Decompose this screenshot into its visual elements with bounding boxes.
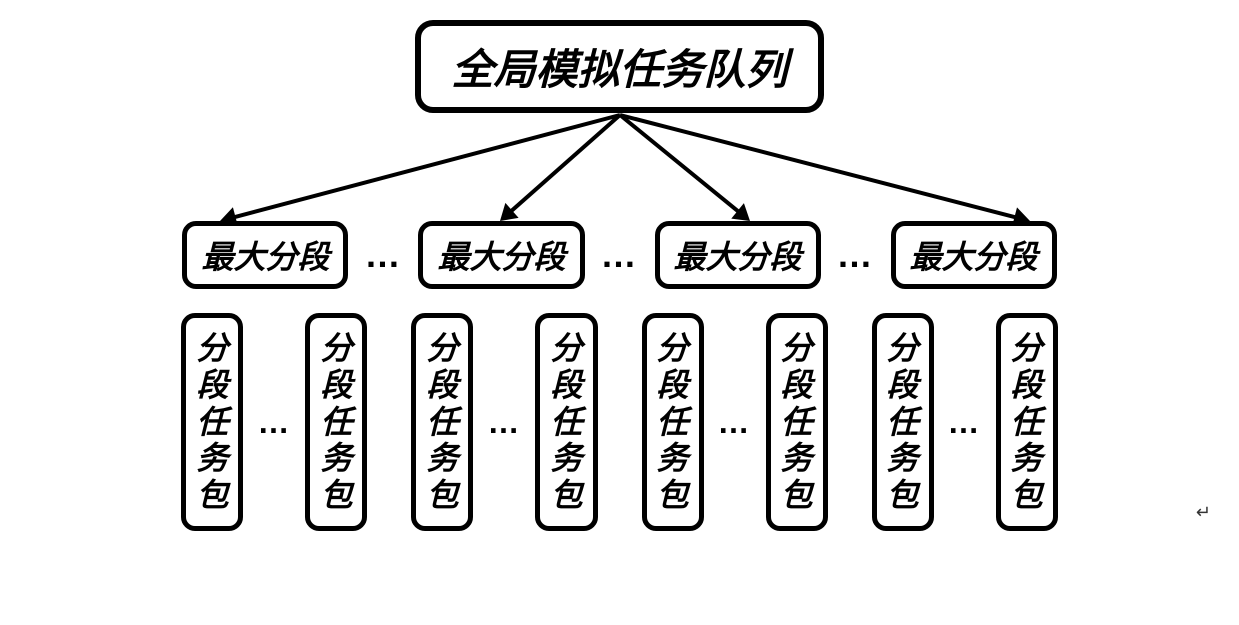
- mid-row: 最大分段…最大分段…最大分段…最大分段: [182, 221, 1056, 289]
- ellipsis: …: [473, 406, 535, 438]
- tree-diagram: 全局模拟任务队列 最大分段…最大分段…最大分段…最大分段 分段任务包…分段任务包…: [20, 20, 1219, 531]
- ellipsis: …: [821, 237, 891, 273]
- ellipsis: …: [348, 237, 418, 273]
- leaf-row: 分段任务包…分段任务包分段任务包…分段任务包分段任务包…分段任务包分段任务包…分…: [181, 313, 1057, 531]
- mid-group: 最大分段: [418, 221, 584, 289]
- leaf-node: 分段任务包: [181, 313, 243, 531]
- ellipsis: …: [243, 406, 305, 438]
- root-label: 全局模拟任务队列: [451, 46, 787, 93]
- mid-node: 最大分段: [655, 221, 821, 289]
- leaf-group: 分段任务包…分段任务包: [642, 313, 828, 531]
- root-node: 全局模拟任务队列: [415, 20, 823, 113]
- leaf-node: 分段任务包: [305, 313, 367, 531]
- mid-node: 最大分段: [891, 221, 1057, 289]
- leaf-node: 分段任务包: [996, 313, 1058, 531]
- return-glyph: ↵: [1196, 502, 1211, 523]
- ellipsis: …: [585, 237, 655, 273]
- leaf-node: 分段任务包: [411, 313, 473, 531]
- leaf-group: 分段任务包…分段任务包: [411, 313, 597, 531]
- mid-node: 最大分段: [182, 221, 348, 289]
- ellipsis: …: [934, 406, 996, 438]
- leaf-node: 分段任务包: [872, 313, 934, 531]
- leaf-node: 分段任务包: [766, 313, 828, 531]
- mid-group: 最大分段: [655, 221, 821, 289]
- leaf-group: 分段任务包…分段任务包: [181, 313, 367, 531]
- leaf-node: 分段任务包: [642, 313, 704, 531]
- arrows-layer: [70, 109, 1170, 229]
- ellipsis: …: [704, 406, 766, 438]
- mid-node: 最大分段: [418, 221, 584, 289]
- mid-group: 最大分段: [891, 221, 1057, 289]
- leaf-group: 分段任务包…分段任务包: [872, 313, 1058, 531]
- leaf-node: 分段任务包: [535, 313, 597, 531]
- mid-group: 最大分段: [182, 221, 348, 289]
